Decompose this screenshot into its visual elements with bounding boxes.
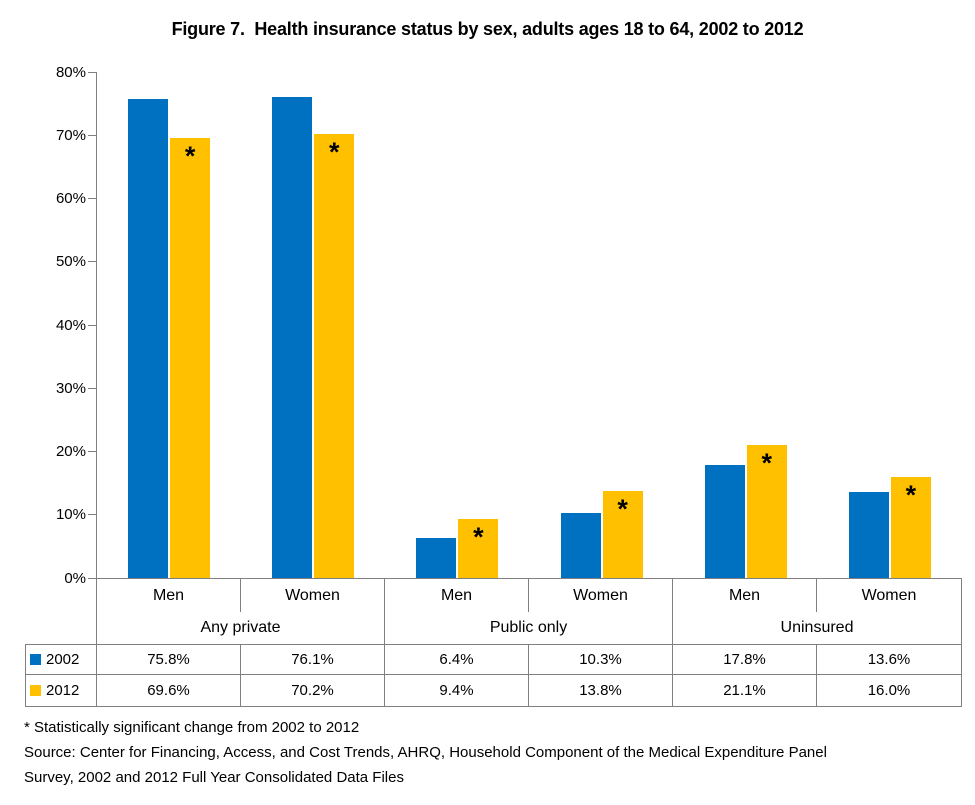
category-cell-public-only-men: Men bbox=[384, 578, 529, 612]
y-axis-tick-60 bbox=[88, 198, 96, 199]
value-cell-2002-any-private-women: 76.1% bbox=[240, 644, 385, 675]
bar-group-any-private-women: * bbox=[241, 72, 385, 578]
category-cell-any-private-men: Men bbox=[96, 578, 241, 612]
group-label-row: Any private Public only Uninsured bbox=[26, 612, 962, 645]
category-label-row: Men Women Men Women Men Women bbox=[26, 578, 962, 613]
significance-asterisk: * bbox=[184, 140, 196, 171]
significance-asterisk: * bbox=[761, 447, 772, 478]
bar-2002-uninsured-men bbox=[704, 465, 745, 578]
y-axis-label-70: 70% bbox=[55, 126, 86, 144]
legend-label-2012: 2012 bbox=[46, 682, 80, 699]
y-axis-tick-50 bbox=[88, 261, 96, 263]
value-cell-2012-public-only-men: 9.4% bbox=[384, 674, 529, 707]
significance-asterisk: * bbox=[473, 521, 484, 552]
series-row-2012: 2012 69.6% 70.2% 9.4% 13.8% 21.1% 16.0% bbox=[25, 674, 962, 707]
significance-asterisk: * bbox=[905, 479, 917, 510]
bar-2002-public-only-men bbox=[416, 537, 457, 578]
value-cell-2002-any-private-men: 75.8% bbox=[96, 644, 241, 675]
chart-title: Figure 7. Health insurance status by sex… bbox=[171, 19, 804, 39]
table-corner-blank bbox=[26, 612, 97, 645]
bar-group-public-only-men: * bbox=[385, 72, 529, 578]
y-axis-label-80: 80% bbox=[55, 63, 86, 81]
bar-2002-any-private-women bbox=[272, 96, 313, 578]
y-axis-tick-80 bbox=[88, 71, 96, 73]
plot-area: 0% 10% 20% 30% 40% 50% 60% 70% 80% * * * * * * bbox=[56, 64, 962, 587]
value-cell-2012-any-private-women: 70.2% bbox=[240, 674, 385, 707]
bar-2012-uninsured-women: * bbox=[890, 476, 931, 578]
y-axis-label-10: 10% bbox=[55, 506, 86, 524]
category-cell-uninsured-women: Women bbox=[816, 578, 962, 612]
value-cell-2002-uninsured-women: 13.6% bbox=[816, 644, 962, 675]
value-cell-2002-public-only-men: 6.4% bbox=[384, 644, 529, 675]
bar-2012-uninsured-men: * bbox=[746, 444, 787, 578]
bar-group-any-private-men: * bbox=[97, 72, 241, 578]
y-axis-tick-30 bbox=[88, 387, 96, 389]
legend-2002: 2002 bbox=[25, 644, 97, 675]
y-axis-label-20: 20% bbox=[55, 443, 86, 460]
significance-asterisk: * bbox=[617, 493, 628, 524]
value-cell-2012-uninsured-women: 16.0% bbox=[816, 674, 962, 707]
bar-2002-public-only-women bbox=[560, 512, 601, 578]
value-cell-2012-public-only-women: 13.8% bbox=[528, 674, 673, 707]
bar-2012-any-private-men: * bbox=[170, 137, 211, 578]
bar-2012-any-private-women: * bbox=[314, 134, 355, 578]
significance-asterisk: * bbox=[328, 137, 340, 167]
y-axis-tick-40 bbox=[88, 324, 96, 326]
bar-2012-public-only-women: * bbox=[602, 490, 643, 578]
series-row-2002: 2002 75.8% 76.1% 6.4% 10.3% 17.8% 13.6% bbox=[25, 644, 962, 675]
value-cell-2012-any-private-men: 69.6% bbox=[96, 674, 241, 707]
bar-2012-public-only-men: * bbox=[458, 518, 499, 578]
bar-2002-uninsured-women bbox=[848, 492, 889, 578]
group-cell-uninsured: Uninsured bbox=[672, 612, 962, 645]
y-axis-label-0: 0% bbox=[64, 569, 86, 587]
footnote-source-line2: Survey, 2002 and 2012 Full Year Consolid… bbox=[24, 769, 404, 786]
value-cell-2002-uninsured-men: 17.8% bbox=[672, 644, 817, 675]
y-axis-tick-20 bbox=[88, 451, 96, 452]
bar-group-public-only-women: * bbox=[530, 72, 674, 578]
y-axis-tick-0 bbox=[88, 577, 96, 579]
category-cell-uninsured-men: Men bbox=[672, 578, 817, 612]
footnote-significance: * Statistically significant change from … bbox=[24, 719, 360, 736]
legend-swatch-2002 bbox=[30, 654, 41, 665]
y-axis-label-50: 50% bbox=[55, 253, 86, 271]
legend-2012: 2012 bbox=[25, 674, 97, 707]
category-cell-public-only-women: Women bbox=[528, 578, 673, 612]
group-cell-any-private: Any private bbox=[96, 612, 385, 645]
value-cell-2012-uninsured-men: 21.1% bbox=[672, 674, 817, 707]
group-cell-public-only: Public only bbox=[384, 612, 673, 645]
value-cell-2002-public-only-women: 10.3% bbox=[528, 644, 673, 675]
y-axis-tick-10 bbox=[88, 514, 96, 516]
table-corner-blank bbox=[26, 579, 97, 613]
bar-group-uninsured-men: * bbox=[674, 72, 818, 578]
data-table: Men Women Men Women Men Women Any privat… bbox=[25, 578, 962, 707]
y-axis-label-60: 60% bbox=[55, 190, 86, 207]
y-axis-tick-70 bbox=[88, 134, 96, 136]
legend-swatch-2012 bbox=[30, 685, 41, 696]
legend-label-2002: 2002 bbox=[46, 651, 80, 668]
y-axis-label-40: 40% bbox=[55, 316, 86, 334]
footnote-source-line1: Source: Center for Financing, Access, an… bbox=[24, 744, 827, 761]
bar-2002-any-private-men bbox=[128, 98, 169, 578]
y-axis-label-30: 30% bbox=[55, 379, 86, 397]
bar-group-uninsured-women: * bbox=[818, 72, 962, 578]
footnotes: * Statistically significant change from … bbox=[24, 715, 960, 790]
category-cell-any-private-women: Women bbox=[240, 578, 385, 612]
